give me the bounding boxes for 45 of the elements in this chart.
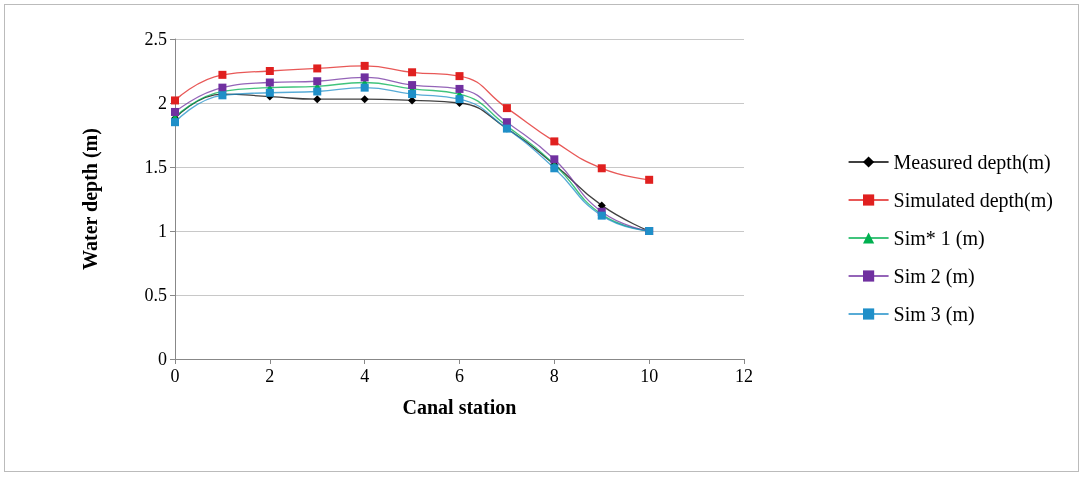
- y-tick-label: 0: [158, 349, 167, 369]
- point: [597, 164, 606, 173]
- x-tick-label: 8: [549, 366, 559, 386]
- point: [408, 68, 417, 77]
- point: [455, 72, 464, 81]
- x-tick-label: 2: [265, 366, 275, 386]
- legend-label: Sim* 1 (m): [893, 227, 985, 250]
- point: [171, 96, 179, 105]
- y-tick-label: 2.5: [144, 29, 167, 49]
- point: [265, 78, 274, 87]
- point: [313, 64, 322, 73]
- point: [502, 104, 511, 113]
- legend-label: Measured depth(m): [893, 151, 1051, 174]
- x-tick-label: 6: [455, 366, 464, 386]
- point: [218, 70, 227, 79]
- point: [171, 118, 179, 127]
- legend-label: Simulated depth(m): [893, 189, 1054, 212]
- point: [455, 95, 464, 104]
- point: [360, 95, 369, 104]
- point: [645, 175, 654, 184]
- y-tick-label: 1: [158, 221, 167, 241]
- point: [313, 77, 322, 86]
- y-tick-label: 1.5: [144, 157, 167, 177]
- point: [455, 84, 464, 93]
- x-tick-label: 10: [640, 366, 659, 386]
- point: [360, 73, 369, 82]
- point: [265, 67, 274, 75]
- point: [313, 95, 322, 104]
- point: [360, 83, 369, 92]
- y-tick-label: 2: [158, 93, 167, 113]
- point: [550, 164, 559, 173]
- point: [550, 137, 559, 146]
- x-tick-label: 4: [360, 366, 370, 386]
- point: [360, 61, 369, 70]
- legend-label: Sim 3 (m): [893, 303, 975, 326]
- y-axis-title: Water depth (m): [79, 128, 102, 270]
- x-axis-title: Canal station: [402, 396, 517, 418]
- x-tick-label: 12: [735, 366, 753, 386]
- point: [408, 90, 417, 99]
- point: [265, 88, 274, 97]
- point: [313, 87, 322, 96]
- point: [550, 155, 559, 164]
- y-tick-label: 0.5: [144, 285, 167, 305]
- point: [171, 107, 179, 116]
- legend-label: Sim 2 (m): [893, 265, 975, 288]
